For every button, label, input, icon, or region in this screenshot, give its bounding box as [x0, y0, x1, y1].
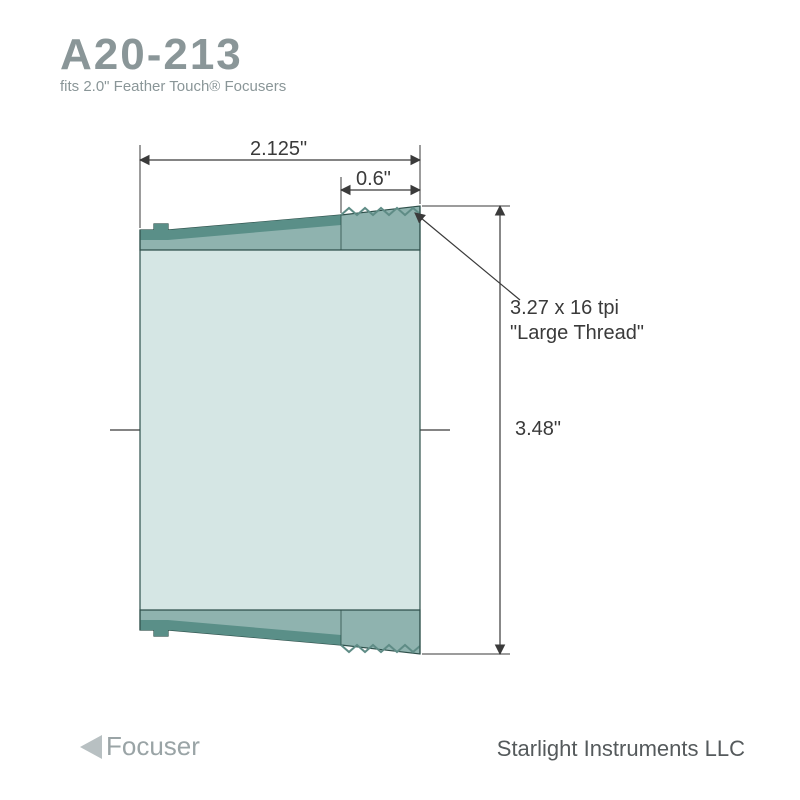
technical-drawing: [0, 0, 800, 800]
part-bottom-wall: [140, 610, 420, 654]
callout-label: 3.27 x 16 tpi "Large Thread": [510, 296, 644, 346]
callout-line-1: 3.27 x 16 tpi: [510, 296, 644, 321]
triangle-left-icon: [80, 735, 102, 759]
part-inner-body: [140, 250, 420, 610]
part-top-wall: [140, 206, 420, 250]
callout-arrow: [415, 213, 520, 300]
callout-line-2: "Large Thread": [510, 321, 644, 346]
dim-label-overall-height: 3.48": [515, 418, 561, 441]
dim-label-thread-width: 0.6": [356, 168, 391, 191]
dim-label-overall-width: 2.125": [250, 138, 307, 161]
footer-left: Focuser: [80, 731, 200, 762]
footer-right: Starlight Instruments LLC: [497, 736, 745, 762]
focuser-label: Focuser: [106, 731, 200, 762]
